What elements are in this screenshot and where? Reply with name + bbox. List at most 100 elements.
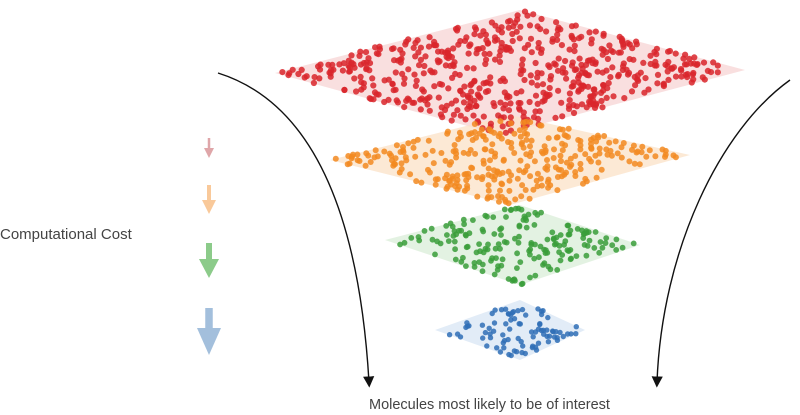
molecule-point xyxy=(598,166,605,173)
molecule-point xyxy=(521,76,528,84)
molecule-point xyxy=(553,19,560,26)
molecule-point xyxy=(609,64,616,71)
molecule-point xyxy=(502,129,509,136)
molecule-point xyxy=(471,121,478,127)
molecule-point xyxy=(542,94,549,101)
molecule-point xyxy=(511,130,518,137)
molecule-point xyxy=(518,338,524,345)
molecule-point xyxy=(460,149,467,156)
molecule-point xyxy=(477,32,484,39)
molecule-point xyxy=(411,99,418,106)
molecule-point xyxy=(629,146,635,153)
molecule-point xyxy=(357,73,364,80)
molecule-point xyxy=(710,59,717,66)
molecule-point xyxy=(568,255,574,262)
molecule-point xyxy=(576,55,583,62)
molecule-point xyxy=(586,29,593,36)
molecule-point xyxy=(508,317,514,323)
molecule-point xyxy=(463,263,469,269)
molecule-point xyxy=(535,340,542,346)
molecule-point xyxy=(445,47,452,54)
molecule-point xyxy=(518,61,526,68)
molecule-point xyxy=(565,105,573,112)
molecule-point xyxy=(629,45,636,52)
molecule-point xyxy=(375,51,382,58)
molecule-point xyxy=(517,133,524,140)
molecule-point xyxy=(536,254,542,261)
molecule-point xyxy=(496,171,503,177)
molecule-point xyxy=(401,75,408,82)
molecule-point xyxy=(339,67,346,74)
molecule-point xyxy=(523,312,529,318)
molecule-point xyxy=(670,64,678,71)
molecule-point xyxy=(640,59,647,66)
molecule-point xyxy=(480,28,487,35)
molecule-point xyxy=(507,120,514,127)
molecule-point xyxy=(497,187,503,194)
molecule-point xyxy=(410,144,417,151)
molecule-point xyxy=(689,71,697,78)
molecule-point xyxy=(425,166,431,173)
molecule-point xyxy=(527,143,533,150)
molecule-point xyxy=(559,113,566,120)
molecule-point xyxy=(460,254,466,261)
molecule-point xyxy=(563,169,569,176)
molecule-point xyxy=(561,241,567,248)
molecule-point xyxy=(476,85,483,92)
molecule-point xyxy=(502,198,509,205)
molecule-point xyxy=(473,134,479,141)
molecule-point xyxy=(452,25,460,33)
molecule-point xyxy=(316,66,324,73)
molecule-point xyxy=(348,52,355,59)
molecule-point xyxy=(366,60,374,67)
molecule-point xyxy=(432,181,439,188)
molecule-point xyxy=(537,175,544,182)
molecule-point xyxy=(426,94,433,101)
molecule-point xyxy=(612,138,619,145)
molecule-point xyxy=(279,69,286,76)
molecule-point xyxy=(429,236,436,243)
molecule-point xyxy=(517,321,523,327)
molecule-point xyxy=(489,141,496,148)
molecule-point xyxy=(501,345,507,351)
molecule-point xyxy=(499,123,506,130)
molecule-point xyxy=(527,119,534,126)
molecule-point xyxy=(444,128,451,135)
molecule-point xyxy=(572,169,579,175)
molecule-point xyxy=(536,108,543,115)
molecule-point xyxy=(613,247,620,253)
molecule-point xyxy=(575,87,583,94)
molecule-point xyxy=(422,53,429,60)
molecule-point xyxy=(544,157,550,163)
molecule-point xyxy=(457,112,464,119)
molecule-point xyxy=(551,146,557,153)
molecule-point xyxy=(298,66,305,73)
molecule-point xyxy=(464,323,471,329)
molecule-point xyxy=(480,228,487,235)
molecule-point xyxy=(632,82,639,89)
molecule-point xyxy=(690,76,697,83)
molecule-point xyxy=(620,60,627,67)
molecule-point xyxy=(521,8,529,15)
molecule-point xyxy=(563,75,570,82)
molecule-point xyxy=(358,86,365,93)
molecule-point xyxy=(616,33,623,41)
molecule-point xyxy=(471,31,478,38)
molecule-point xyxy=(483,37,490,44)
molecule-point xyxy=(476,259,483,265)
molecule-point xyxy=(487,120,494,127)
molecule-point xyxy=(634,72,641,79)
molecule-point xyxy=(514,16,521,23)
molecule-point xyxy=(516,167,523,174)
molecule-point xyxy=(591,245,598,251)
molecule-point xyxy=(595,159,602,166)
molecule-point xyxy=(523,224,530,231)
molecule-point xyxy=(421,228,428,234)
molecule-point xyxy=(417,106,424,113)
molecule-point xyxy=(571,42,578,49)
molecule-point xyxy=(617,49,624,56)
molecule-point xyxy=(555,55,562,62)
molecule-point xyxy=(497,226,503,233)
molecule-point xyxy=(554,174,561,180)
